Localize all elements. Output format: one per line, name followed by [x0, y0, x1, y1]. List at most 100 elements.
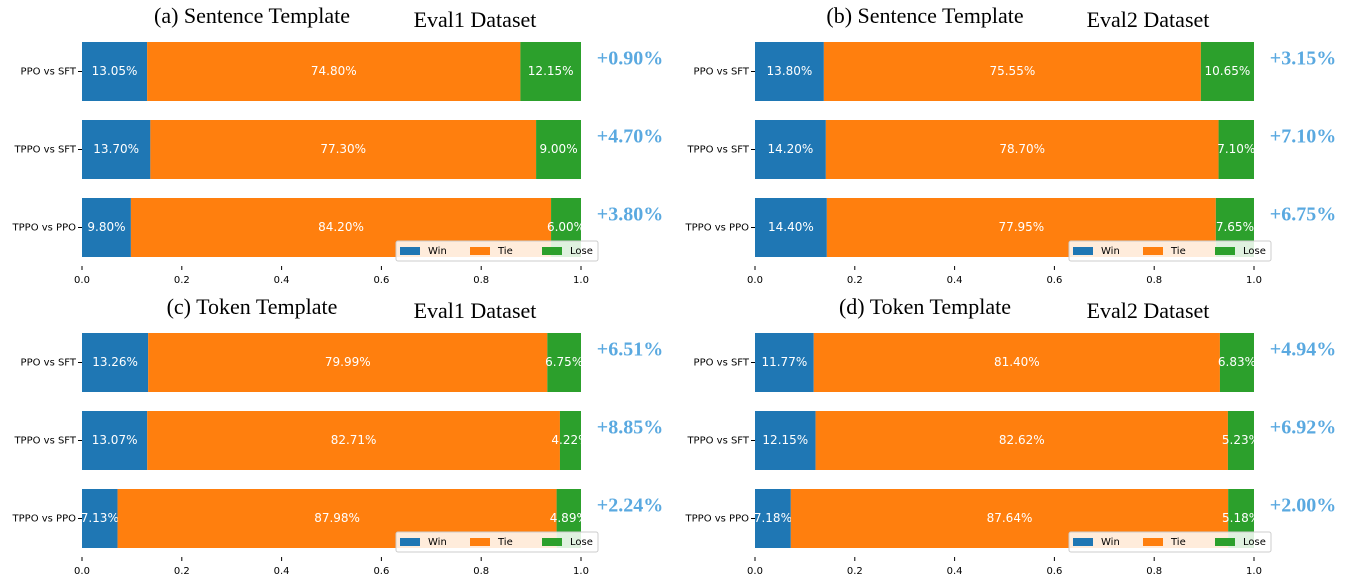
value-label: 5.18% — [1222, 511, 1260, 525]
value-label: 11.77% — [761, 355, 807, 369]
x-tick-label: 0.4 — [274, 566, 290, 577]
bar-segment — [82, 198, 131, 257]
bar-segment — [536, 120, 581, 179]
value-label: 13.70% — [93, 142, 139, 156]
x-tick-label: 0.8 — [1146, 275, 1162, 286]
annotation: +6.75% — [1270, 204, 1336, 226]
x-tick-label: 0.8 — [1146, 566, 1162, 577]
y-tick-label: TPPO vs SFT — [686, 145, 749, 156]
value-label: 78.70% — [999, 142, 1045, 156]
value-label: 4.22% — [551, 433, 589, 447]
bar-segment — [547, 333, 581, 392]
legend-label: Lose — [1243, 537, 1266, 548]
x-tick-label: 0.4 — [274, 275, 290, 286]
x-tick-label: 0.6 — [1046, 566, 1062, 577]
bar-segment — [148, 333, 548, 392]
legend-label: Win — [1101, 537, 1120, 548]
annotation: +4.94% — [1270, 339, 1336, 361]
value-label: 7.13% — [81, 511, 119, 525]
legend-label: Tie — [497, 537, 513, 548]
value-label: 82.62% — [999, 433, 1045, 447]
legend-swatch — [1215, 538, 1235, 546]
value-label: 87.64% — [987, 511, 1033, 525]
value-label: 9.00% — [539, 142, 577, 156]
y-tick-label: TPPO vs PPO — [685, 514, 750, 525]
value-label: 84.20% — [318, 220, 364, 234]
bar-segment — [813, 333, 1220, 392]
value-label: 77.30% — [320, 142, 366, 156]
value-label: 75.55% — [989, 64, 1035, 78]
value-label: 13.05% — [92, 64, 138, 78]
annotation: +6.51% — [597, 339, 663, 361]
bar-segment — [147, 42, 521, 101]
bar-segment — [82, 489, 118, 548]
x-tick-label: 1.0 — [573, 566, 589, 577]
chart-subtitle: Eval1 Dataset — [414, 7, 537, 32]
legend-label: Lose — [570, 537, 593, 548]
legend-swatch — [1143, 247, 1163, 255]
x-tick-label: 0.8 — [473, 275, 489, 286]
value-label: 7.18% — [754, 511, 792, 525]
y-tick-label: TPPO vs SFT — [13, 436, 76, 447]
bar-segment — [520, 42, 581, 101]
legend-label: Lose — [570, 246, 593, 257]
legend-box — [395, 240, 599, 262]
bar-segment — [815, 411, 1228, 470]
legend-swatch — [400, 247, 420, 255]
value-label: 82.71% — [331, 433, 377, 447]
x-tick-label: 0.2 — [174, 566, 190, 577]
y-tick-label: TPPO vs PPO — [685, 223, 750, 234]
value-label: 12.15% — [762, 433, 808, 447]
value-label: 7.10% — [1217, 142, 1255, 156]
x-tick-label: 0.8 — [473, 566, 489, 577]
x-tick-label: 1.0 — [1246, 275, 1262, 286]
bar-segment — [82, 333, 149, 392]
legend-swatch — [1073, 247, 1093, 255]
value-label: 9.80% — [87, 220, 125, 234]
x-tick-label: 0.4 — [947, 275, 963, 286]
bar-segment — [150, 120, 537, 179]
bar-segment — [82, 411, 148, 470]
value-label: 13.80% — [767, 64, 813, 78]
legend-label: Win — [428, 246, 447, 257]
bar-segment — [82, 42, 148, 101]
bar-segment — [823, 42, 1201, 101]
annotation: +7.10% — [1270, 126, 1336, 148]
bar-segment — [1219, 333, 1254, 392]
bar-segment — [755, 120, 826, 179]
y-tick-label: PPO vs SFT — [694, 67, 750, 78]
value-label: 14.20% — [768, 142, 814, 156]
legend-label: Tie — [1170, 246, 1186, 257]
chart-title: (b) Sentence Template — [826, 3, 1023, 28]
chart-title: (a) Sentence Template — [154, 3, 350, 28]
legend-swatch — [470, 247, 490, 255]
legend-swatch — [400, 538, 420, 546]
bar-segment — [82, 120, 151, 179]
y-tick-label: PPO vs SFT — [694, 358, 750, 369]
x-tick-label: 0.6 — [373, 566, 389, 577]
x-tick-label: 0.4 — [947, 566, 963, 577]
annotation: +8.85% — [597, 417, 663, 439]
bar-segment — [755, 42, 824, 101]
legend-box — [1068, 531, 1272, 553]
bar-segment — [825, 120, 1219, 179]
value-label: 13.26% — [92, 355, 138, 369]
bar-segment — [1218, 120, 1254, 179]
legend-swatch — [542, 247, 562, 255]
value-label: 87.98% — [314, 511, 360, 525]
bar-segment — [755, 411, 816, 470]
x-tick-label: 0.6 — [1046, 275, 1062, 286]
chart-subtitle: Eval1 Dataset — [414, 298, 537, 323]
value-label: 74.80% — [311, 64, 357, 78]
y-tick-label: TPPO vs SFT — [13, 145, 76, 156]
x-tick-label: 1.0 — [1246, 566, 1262, 577]
bar-segment — [1227, 411, 1254, 470]
value-label: 5.23% — [1222, 433, 1260, 447]
annotation: +6.92% — [1270, 417, 1336, 439]
value-label: 6.00% — [547, 220, 585, 234]
y-tick-label: PPO vs SFT — [21, 358, 77, 369]
value-label: 13.07% — [92, 433, 138, 447]
x-tick-label: 0.2 — [847, 275, 863, 286]
annotation: +3.15% — [1270, 48, 1336, 70]
